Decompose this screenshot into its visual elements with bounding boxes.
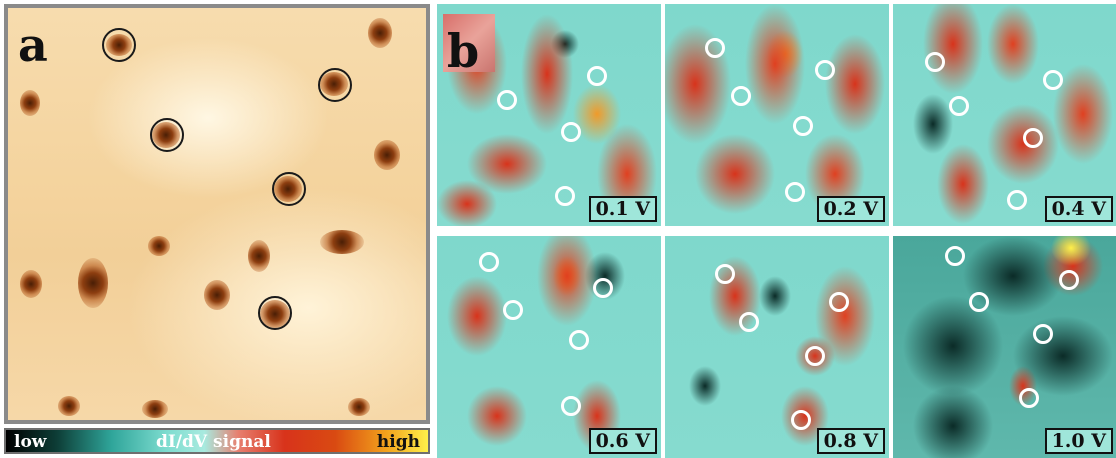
marker-circle <box>829 292 849 312</box>
marker-circle <box>1019 388 1039 408</box>
didv-map-image <box>665 236 889 458</box>
color-scale-low-label: low <box>14 432 47 452</box>
marker-circle <box>1059 270 1079 290</box>
color-scale-high-label: high <box>376 432 420 452</box>
inset-image <box>443 14 495 72</box>
didv-map-tile: 0.2 V <box>665 4 889 226</box>
marker-circle <box>785 182 805 202</box>
didv-map-image <box>893 236 1116 458</box>
marker-circle <box>969 292 989 312</box>
dopant-spot <box>20 270 42 298</box>
panel-label-b: b <box>447 24 480 78</box>
marker-circle <box>949 96 969 116</box>
dopant-spot <box>374 140 400 170</box>
marker-circle <box>1033 324 1053 344</box>
marker-circle <box>150 118 184 152</box>
voltage-label: 1.0 V <box>1044 428 1113 454</box>
marker-circle <box>739 312 759 332</box>
marker-circle <box>561 396 581 416</box>
marker-circle <box>593 278 613 298</box>
color-scale-title: dI/dV signal <box>156 432 271 452</box>
marker-circle <box>258 296 292 330</box>
marker-circle <box>925 52 945 72</box>
marker-circle <box>569 330 589 350</box>
didv-map-image <box>665 4 889 226</box>
marker-circle <box>731 86 751 106</box>
marker-circle <box>1043 70 1063 90</box>
didv-map-tile: 1.0 V <box>893 236 1116 458</box>
marker-circle <box>1023 128 1043 148</box>
didv-map-tile: 0.4 V <box>893 4 1116 226</box>
dopant-spot <box>204 280 230 310</box>
voltage-label: 0.6 V <box>588 428 657 454</box>
dopant-spot <box>148 236 170 256</box>
didv-map-tile: b 0.1 V <box>437 4 661 226</box>
voltage-label: 0.2 V <box>816 196 885 222</box>
marker-circle <box>318 68 352 102</box>
marker-circle <box>503 300 523 320</box>
marker-circle <box>587 66 607 86</box>
marker-circle <box>497 90 517 110</box>
didv-map-image <box>893 4 1116 226</box>
didv-map-tile: 0.6 V <box>437 236 661 458</box>
color-scale-bar: low dI/dV signal high <box>4 428 430 454</box>
marker-circle <box>561 122 581 142</box>
dopant-spot <box>248 240 270 272</box>
panel-label-a: a <box>18 18 48 72</box>
marker-circle <box>272 172 306 206</box>
marker-circle <box>945 246 965 266</box>
didv-map-tile: 0.8 V <box>665 236 889 458</box>
marker-circle <box>815 60 835 80</box>
didv-map-image <box>437 236 661 458</box>
panel-a-topography: a <box>4 4 430 424</box>
marker-circle <box>102 28 136 62</box>
marker-circle <box>793 116 813 136</box>
marker-circle <box>805 346 825 366</box>
marker-circle <box>1007 190 1027 210</box>
marker-circle <box>479 252 499 272</box>
dopant-spot <box>368 18 392 48</box>
marker-circle <box>555 186 575 206</box>
dopant-spot <box>20 90 40 116</box>
dopant-spot <box>58 396 80 416</box>
marker-circle <box>705 38 725 58</box>
dopant-spot <box>142 400 168 418</box>
dopant-spot <box>320 230 364 254</box>
dopant-spot <box>78 258 108 308</box>
voltage-label: 0.4 V <box>1044 196 1113 222</box>
topography-image: a <box>8 8 426 420</box>
marker-circle <box>715 264 735 284</box>
panel-b-didv-maps: b 0.1 V 0.2 V 0.4 V 0.6 V <box>435 4 1116 458</box>
dopant-spot <box>348 398 370 416</box>
voltage-label: 0.8 V <box>816 428 885 454</box>
marker-circle <box>791 410 811 430</box>
voltage-label: 0.1 V <box>588 196 657 222</box>
